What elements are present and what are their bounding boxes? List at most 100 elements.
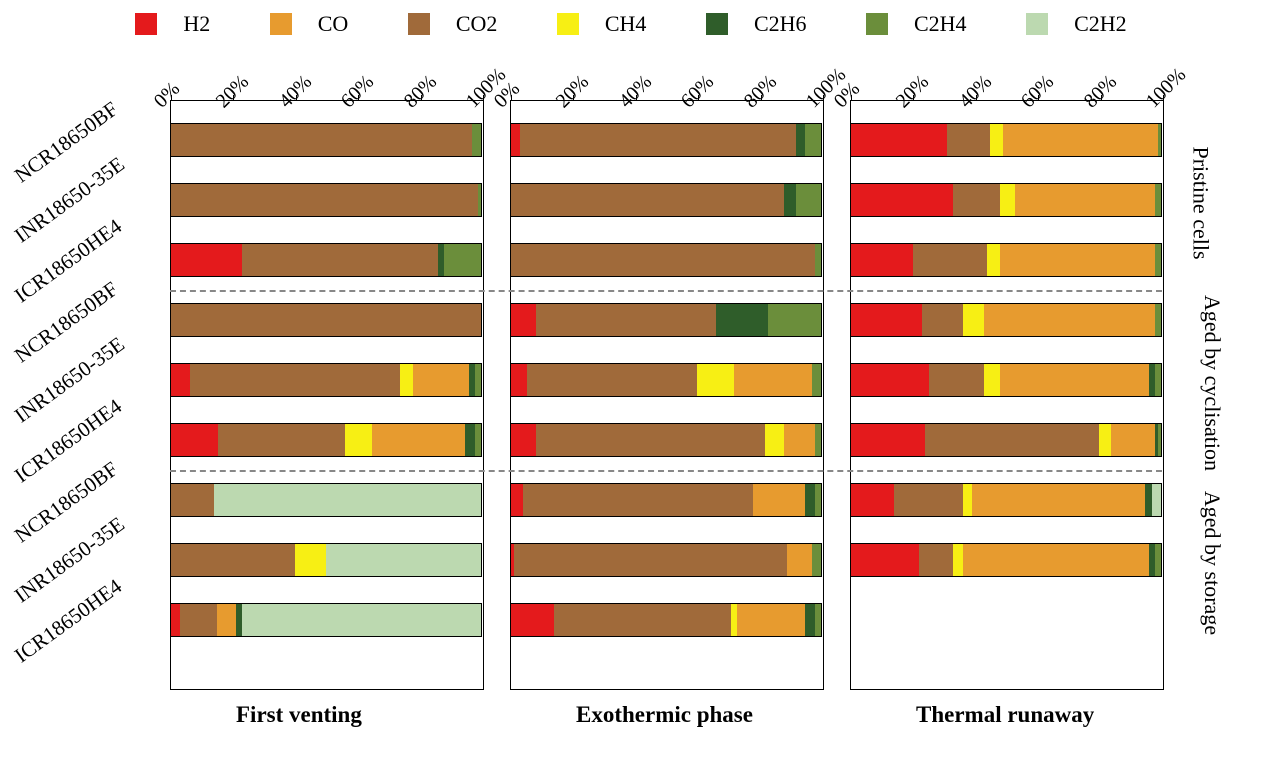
- bar-segment-c2h2: [242, 604, 481, 636]
- bar-segment-co2: [171, 484, 214, 516]
- bar-segment-co: [1000, 364, 1149, 396]
- bar-segment-c2h4: [444, 244, 481, 276]
- bar-segment-h2: [851, 124, 947, 156]
- bar-segment-co2: [190, 364, 401, 396]
- legend-label: H2: [183, 11, 210, 37]
- bar-segment-c2h4: [812, 364, 821, 396]
- bar-segment-co: [1003, 124, 1158, 156]
- bar-segment-co: [972, 484, 1146, 516]
- bar-segment-c2h4: [796, 184, 821, 216]
- bar-segment-h2: [171, 364, 190, 396]
- bar-segment-ch4: [295, 544, 326, 576]
- legend-item: CO2: [408, 9, 516, 37]
- bar-segment-co: [372, 424, 465, 456]
- stacked-bar: [850, 243, 1162, 277]
- stacked-bar: [510, 363, 822, 397]
- stacked-bar: [850, 123, 1162, 157]
- bar-segment-c2h4: [1155, 244, 1161, 276]
- bar-segment-ch4: [345, 424, 373, 456]
- group-label: Pristine cells: [1188, 146, 1214, 259]
- stacked-bar: [170, 483, 482, 517]
- bar-segment-h2: [851, 184, 953, 216]
- bar-segment-h2: [171, 604, 180, 636]
- panel-title: First venting: [236, 702, 362, 728]
- group-label: Aged by cyclisation: [1199, 295, 1225, 471]
- legend-swatch-c2h6: [706, 13, 728, 35]
- legend-item: CO: [270, 9, 367, 37]
- stacked-bar: [170, 243, 482, 277]
- stacked-bar: [170, 543, 482, 577]
- bar-segment-co2: [511, 244, 815, 276]
- stacked-bar: [850, 543, 1162, 577]
- stacked-bar: [850, 483, 1162, 517]
- bar-segment-h2: [511, 304, 536, 336]
- bar-segment-co: [787, 544, 812, 576]
- bar-segment-co2: [523, 484, 752, 516]
- bar-segment-c2h6: [805, 604, 814, 636]
- bar-segment-co2: [953, 184, 1000, 216]
- bar-segment-c2h4: [815, 484, 821, 516]
- bar-segment-co2: [894, 484, 962, 516]
- legend-swatch-co2: [408, 13, 430, 35]
- bar-segment-ch4: [765, 424, 784, 456]
- bar-segment-c2h6: [805, 484, 814, 516]
- bar-segment-co2: [929, 364, 985, 396]
- stacked-bar: [510, 423, 822, 457]
- stacked-bar: [510, 183, 822, 217]
- bar-segment-c2h4: [478, 184, 481, 216]
- bar-segment-c2h6: [716, 304, 769, 336]
- legend-item: H2: [135, 9, 228, 37]
- bar-segment-co2: [925, 424, 1099, 456]
- legend-swatch-c2h4: [866, 13, 888, 35]
- bar-segment-co: [784, 424, 815, 456]
- bar-segment-h2: [171, 424, 218, 456]
- stacked-bar: [510, 603, 822, 637]
- bar-segment-co: [734, 364, 812, 396]
- bar-segment-c2h2: [326, 544, 481, 576]
- bar-segment-co: [1000, 244, 1155, 276]
- legend: H2 CO CO2 CH4 C2H6 C2H4 C2H2: [0, 8, 1280, 37]
- bar-segment-c2h4: [815, 424, 821, 456]
- group-divider: [170, 470, 1162, 472]
- bar-segment-co2: [947, 124, 990, 156]
- stacked-bar: [850, 183, 1162, 217]
- stacked-bar: [510, 483, 822, 517]
- stacked-bar: [170, 183, 482, 217]
- bar-segment-co2: [171, 184, 478, 216]
- bar-segment-h2: [851, 484, 894, 516]
- bar-segment-h2: [511, 484, 523, 516]
- stacked-bar: [510, 303, 822, 337]
- group-label: Aged by storage: [1199, 491, 1225, 635]
- legend-item: CH4: [557, 9, 665, 37]
- legend-item: C2H6: [706, 9, 825, 37]
- legend-label: CH4: [605, 11, 647, 37]
- bar-segment-co2: [511, 184, 784, 216]
- bar-segment-co2: [218, 424, 345, 456]
- stacked-bar: [170, 603, 482, 637]
- bar-segment-ch4: [1099, 424, 1111, 456]
- bar-segment-ch4: [697, 364, 734, 396]
- bar-segment-h2: [511, 424, 536, 456]
- bar-segment-h2: [851, 364, 929, 396]
- stacked-bar: [510, 543, 822, 577]
- stacked-bar: [510, 243, 822, 277]
- legend-label: C2H4: [914, 11, 967, 37]
- bar-segment-h2: [851, 304, 922, 336]
- bar-segment-ch4: [963, 484, 972, 516]
- stacked-bar: [170, 423, 482, 457]
- bar-segment-ch4: [953, 544, 962, 576]
- legend-swatch-ch4: [557, 13, 579, 35]
- bar-segment-co2: [913, 244, 987, 276]
- stacked-bar: [170, 363, 482, 397]
- panel-title: Thermal runaway: [916, 702, 1094, 728]
- bar-segment-co: [217, 604, 236, 636]
- bar-segment-h2: [851, 544, 919, 576]
- bar-segment-h2: [851, 424, 925, 456]
- bar-segment-co: [984, 304, 1155, 336]
- group-divider: [170, 290, 1162, 292]
- legend-item: C2H4: [866, 9, 985, 37]
- legend-item: C2H2: [1026, 9, 1145, 37]
- bar-segment-h2: [511, 124, 520, 156]
- bar-segment-ch4: [400, 364, 412, 396]
- legend-label: C2H6: [754, 11, 807, 37]
